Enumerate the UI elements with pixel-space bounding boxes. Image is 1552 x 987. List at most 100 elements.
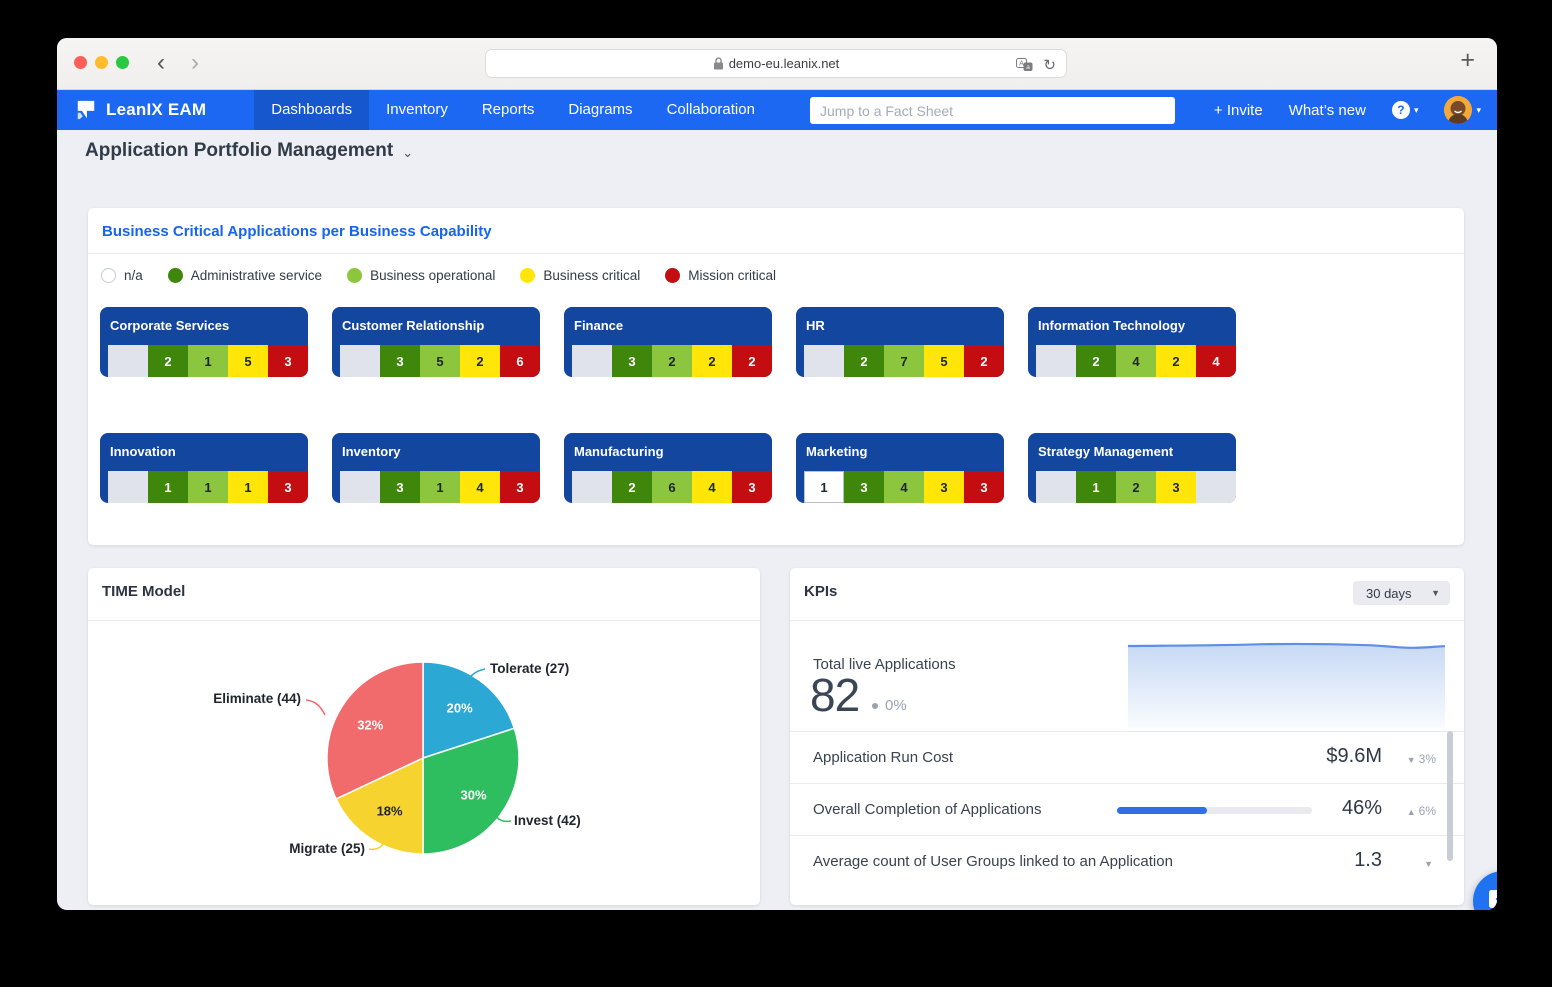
kpi-row-label: Average count of User Groups linked to a… xyxy=(813,853,1173,870)
criticality-segment: 4 xyxy=(692,471,732,503)
capability-tile-marketing[interactable]: Marketing 1 3 4 3 3 xyxy=(796,433,1004,503)
kpi-change-value: 3% xyxy=(1418,752,1436,766)
criticality-segment: 2 xyxy=(1156,345,1196,377)
criticality-segment xyxy=(572,345,612,377)
applications-trend-sparkline xyxy=(1128,642,1445,735)
legend-label: Business operational xyxy=(370,268,496,283)
menu-item-diagrams[interactable]: Diagrams xyxy=(568,101,633,118)
time-model-pie-chart[interactable]: 20% Tolerate (27) 30% Invest (42) 18% Migrate… xyxy=(88,620,760,905)
criticality-segment: 3 xyxy=(268,345,308,377)
criticality-segment xyxy=(108,471,148,503)
kpi-total-label: Total live Applications xyxy=(813,656,956,673)
pie-slice-tolerate[interactable] xyxy=(422,661,516,760)
menu-item-reports[interactable]: Reports xyxy=(481,101,535,118)
legend-item[interactable]: n/a xyxy=(101,268,143,283)
chevron-down-icon: ▼ xyxy=(1431,588,1440,598)
completion-progress-fill xyxy=(1117,807,1207,814)
criticality-segment: 2 xyxy=(692,345,732,377)
avatar xyxy=(1444,96,1473,124)
user-menu[interactable]: ▾ xyxy=(1444,96,1481,124)
capability-tile-name: Innovation xyxy=(110,444,176,459)
browser-window: ‹ › demo-eu.leanix.net A a ↻ xyxy=(57,38,1497,910)
chat-launcher-button[interactable] xyxy=(1473,871,1497,910)
capability-tile-finance[interactable]: Finance 3 2 2 2 xyxy=(564,307,772,377)
url-text: demo-eu.leanix.net xyxy=(728,56,840,71)
capability-tile-name: Customer Relationship xyxy=(342,318,485,333)
kpi-card-title: KPIs xyxy=(804,583,838,600)
page-title: Application Portfolio Management xyxy=(85,140,394,161)
pie-slice-migrate[interactable] xyxy=(335,756,424,855)
capability-tile-inventory[interactable]: Inventory 3 1 4 3 xyxy=(332,433,540,503)
kpi-period-value: 30 days xyxy=(1366,585,1412,601)
kpi-card: KPIs 30 days ▼ Total live Applications 8… xyxy=(790,568,1464,905)
maximize-window-button[interactable] xyxy=(116,56,129,69)
capability-tile-information-technology[interactable]: Information Technology 2 4 2 4 xyxy=(1028,307,1236,377)
back-button[interactable]: ‹ xyxy=(157,49,165,76)
url-bar-icons: A a ↻ xyxy=(1016,56,1056,74)
legend-item[interactable]: Administrative service xyxy=(167,268,322,283)
dashboard-selector-chevron-icon[interactable]: ⌄ xyxy=(402,144,414,160)
lock-icon xyxy=(713,57,723,70)
pie-slice-eliminate[interactable] xyxy=(326,661,424,800)
svg-text:a: a xyxy=(1027,64,1031,71)
criticality-segment: 1 xyxy=(1076,471,1116,503)
help-menu[interactable]: ? ▾ xyxy=(1391,101,1418,119)
menu-item-inventory[interactable]: Inventory xyxy=(386,101,448,118)
capability-tile-name: Finance xyxy=(574,318,624,333)
pie-slice-label: Eliminate (44) xyxy=(213,691,301,706)
pie-slice-invest[interactable] xyxy=(422,727,520,855)
new-tab-button[interactable]: + xyxy=(1460,46,1475,74)
criticality-segment xyxy=(340,345,380,377)
kpi-scrollbar[interactable] xyxy=(1447,731,1453,861)
brand[interactable]: LeanIX EAM xyxy=(75,99,206,121)
kpi-change-value: 6% xyxy=(1418,804,1436,818)
chevron-down-icon: ▾ xyxy=(1476,104,1481,115)
kpi-row-label: Application Run Cost xyxy=(813,749,954,766)
menu-item-collaboration[interactable]: Collaboration xyxy=(666,101,755,118)
capability-tile-innovation[interactable]: Innovation 1 1 1 3 xyxy=(100,433,308,503)
criticality-segment: 3 xyxy=(732,471,772,503)
invite-button[interactable]: + Invite xyxy=(1213,101,1263,119)
legend-item[interactable]: Business operational xyxy=(347,268,495,283)
fact-sheet-search-input[interactable] xyxy=(810,97,1175,124)
criticality-segment: 2 xyxy=(732,345,772,377)
kpi-total-change-value: 0% xyxy=(885,697,907,714)
criticality-segment xyxy=(340,471,380,503)
minimize-window-button[interactable] xyxy=(95,56,108,69)
capability-tile-customer-relationship[interactable]: Customer Relationship 3 5 2 6 xyxy=(332,307,540,377)
criticality-segment xyxy=(1036,471,1076,503)
menu-item-dashboards[interactable]: Dashboards xyxy=(254,90,370,130)
close-window-button[interactable] xyxy=(74,56,87,69)
criticality-segment: 2 xyxy=(652,345,692,377)
legend-item[interactable]: Mission critical xyxy=(665,268,776,283)
forward-button[interactable]: › xyxy=(191,49,199,76)
url-bar[interactable]: demo-eu.leanix.net A a ↻ xyxy=(485,49,1067,78)
criticality-segment: 1 xyxy=(188,471,228,503)
capability-tile-strategy-management[interactable]: Strategy Management 1 2 3 xyxy=(1028,433,1236,503)
criticality-segment: 2 xyxy=(612,471,652,503)
whats-new-button[interactable]: What’s new xyxy=(1288,101,1366,119)
capability-tile-manufacturing[interactable]: Manufacturing 2 6 4 3 xyxy=(564,433,772,503)
criticality-segment: 4 xyxy=(1196,345,1236,377)
translate-icon[interactable]: A a xyxy=(1016,58,1033,72)
legend-item[interactable]: Business critical xyxy=(520,268,640,283)
pie-label-connector xyxy=(305,699,326,716)
page-title-row: Application Portfolio Management ⌄ xyxy=(85,140,413,162)
kpi-period-select[interactable]: 30 days ▼ xyxy=(1353,581,1450,605)
chat-icon xyxy=(1489,890,1497,910)
capability-tile-hr[interactable]: HR 2 7 5 2 xyxy=(796,307,1004,377)
criticality-segment: 3 xyxy=(268,471,308,503)
reload-icon[interactable]: ↻ xyxy=(1043,57,1056,74)
criticality-segment: 6 xyxy=(500,345,540,377)
capability-tile-name: HR xyxy=(806,318,825,333)
criticality-segment: 5 xyxy=(228,345,268,377)
capability-tile-name: Strategy Management xyxy=(1038,444,1174,459)
completion-progress-bar xyxy=(1117,807,1312,814)
time-model-card: TIME Model 20% Tolerate (27) 30% Invest (42… xyxy=(88,568,760,905)
capability-tile-corporate-services[interactable]: Corporate Services 2 1 5 3 xyxy=(100,307,308,377)
criticality-segment: 1 xyxy=(420,471,460,503)
